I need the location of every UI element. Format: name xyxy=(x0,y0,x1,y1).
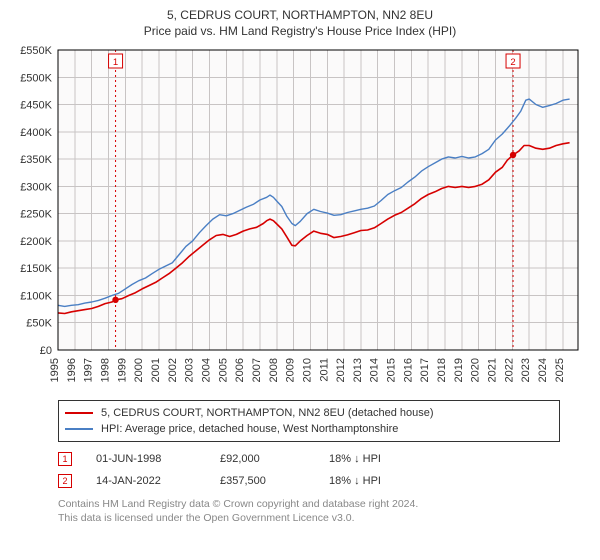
svg-text:£500K: £500K xyxy=(20,72,52,84)
svg-text:2020: 2020 xyxy=(470,358,482,382)
svg-text:2006: 2006 xyxy=(234,358,246,382)
event-price: £357,500 xyxy=(220,475,305,487)
svg-text:£0: £0 xyxy=(40,345,52,357)
event-price: £92,000 xyxy=(220,453,305,465)
legend-swatch xyxy=(65,428,93,429)
chart-title-line1: 5, CEDRUS COURT, NORTHAMPTON, NN2 8EU xyxy=(10,8,590,22)
svg-text:£350K: £350K xyxy=(20,154,52,166)
legend-row: HPI: Average price, detached house, West… xyxy=(65,421,553,437)
svg-text:2021: 2021 xyxy=(487,358,499,382)
svg-text:1995: 1995 xyxy=(49,358,61,382)
footnote-line1: Contains HM Land Registry data © Crown c… xyxy=(58,498,560,512)
svg-text:2008: 2008 xyxy=(268,358,280,382)
svg-text:1996: 1996 xyxy=(66,358,78,382)
svg-text:2015: 2015 xyxy=(386,358,398,382)
svg-text:2001: 2001 xyxy=(150,358,162,382)
svg-text:2011: 2011 xyxy=(318,358,330,382)
svg-text:£100K: £100K xyxy=(20,290,52,302)
svg-text:2003: 2003 xyxy=(184,358,196,382)
event-pct: 18% ↓ HPI xyxy=(329,453,419,465)
price-chart: £0 £50K £100K £150K £200K £250K £300K £350K £400… xyxy=(10,44,590,394)
svg-text:2014: 2014 xyxy=(369,358,381,382)
footnote: Contains HM Land Registry data © Crown c… xyxy=(58,498,560,525)
svg-text:2019: 2019 xyxy=(453,358,465,382)
legend-row: 5, CEDRUS COURT, NORTHAMPTON, NN2 8EU (d… xyxy=(65,405,553,421)
svg-text:£550K: £550K xyxy=(20,45,52,57)
svg-text:1997: 1997 xyxy=(83,358,95,382)
svg-text:£250K: £250K xyxy=(20,209,52,221)
event-marker: 2 xyxy=(58,474,72,488)
svg-text:£450K: £450K xyxy=(20,100,52,112)
svg-text:2017: 2017 xyxy=(419,358,431,382)
event-pct: 18% ↓ HPI xyxy=(329,475,419,487)
svg-text:1998: 1998 xyxy=(99,358,111,382)
svg-text:2000: 2000 xyxy=(133,358,145,382)
svg-text:£400K: £400K xyxy=(20,127,52,139)
event-date: 01-JUN-1998 xyxy=(96,453,196,465)
legend-label: 5, CEDRUS COURT, NORTHAMPTON, NN2 8EU (d… xyxy=(101,407,434,419)
chart-svg: £0 £50K £100K £150K £200K £250K £300K £350K £400… xyxy=(10,44,590,394)
svg-text:2007: 2007 xyxy=(251,358,263,382)
svg-text:2012: 2012 xyxy=(335,358,347,382)
event-marker: 1 xyxy=(58,452,72,466)
svg-text:2004: 2004 xyxy=(200,358,212,382)
event-rows: 1 01-JUN-1998 £92,000 18% ↓ HPI 2 14-JAN-2022… xyxy=(58,448,560,492)
legend-box: 5, CEDRUS COURT, NORTHAMPTON, NN2 8EU (d… xyxy=(58,400,560,442)
svg-text:2013: 2013 xyxy=(352,358,364,382)
legend-swatch xyxy=(65,412,93,414)
svg-text:2: 2 xyxy=(510,57,515,68)
legend-label: HPI: Average price, detached house, West… xyxy=(101,423,398,435)
svg-text:2018: 2018 xyxy=(436,358,448,382)
svg-text:2022: 2022 xyxy=(503,358,515,382)
svg-text:£300K: £300K xyxy=(20,181,52,193)
svg-text:2023: 2023 xyxy=(520,358,532,382)
svg-text:£200K: £200K xyxy=(20,236,52,248)
svg-text:2010: 2010 xyxy=(301,358,313,382)
footnote-line2: This data is licensed under the Open Gov… xyxy=(58,512,560,526)
chart-title-block: 5, CEDRUS COURT, NORTHAMPTON, NN2 8EU Pr… xyxy=(10,8,590,38)
svg-text:2002: 2002 xyxy=(167,358,179,382)
chart-title-line2: Price paid vs. HM Land Registry's House … xyxy=(10,24,590,38)
event-row: 1 01-JUN-1998 £92,000 18% ↓ HPI xyxy=(58,448,560,470)
svg-text:2009: 2009 xyxy=(285,358,297,382)
svg-text:2005: 2005 xyxy=(217,358,229,382)
svg-text:1: 1 xyxy=(113,57,118,68)
event-row: 2 14-JAN-2022 £357,500 18% ↓ HPI xyxy=(58,470,560,492)
svg-text:£150K: £150K xyxy=(20,263,52,275)
svg-text:2025: 2025 xyxy=(554,358,566,382)
event-date: 14-JAN-2022 xyxy=(96,475,196,487)
svg-text:2024: 2024 xyxy=(537,358,549,382)
svg-text:2016: 2016 xyxy=(402,358,414,382)
svg-text:1999: 1999 xyxy=(116,358,128,382)
svg-text:£50K: £50K xyxy=(26,318,52,330)
